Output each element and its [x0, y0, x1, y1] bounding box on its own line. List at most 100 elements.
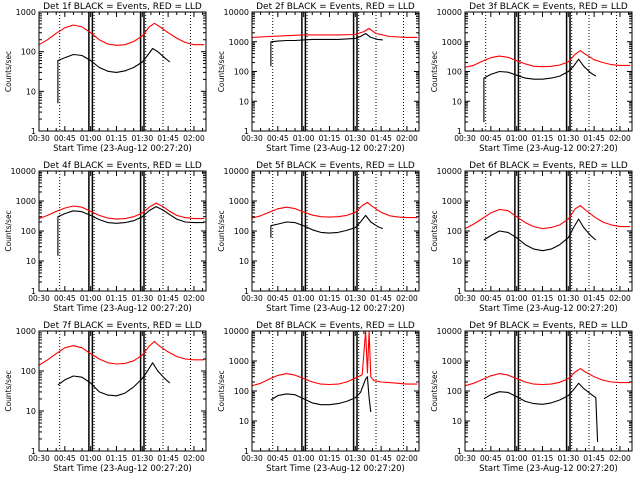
data-area [465, 368, 631, 443]
series-events-line [57, 362, 171, 397]
x-tick-label: 01:30 [344, 454, 366, 463]
x-tick-label: 00:45 [480, 134, 502, 143]
x-tick-label: 00:30 [28, 134, 50, 143]
x-tick-label: 02:00 [396, 294, 418, 303]
x-axis-label: Start Time (23-Aug-12 00:27:20) [479, 464, 618, 474]
series-events-line [270, 376, 372, 413]
series-events-line [483, 218, 597, 252]
y-tick-label: 1000 [229, 357, 249, 366]
x-tick-label: 01:15 [532, 454, 554, 463]
y-axis-label: Counts/sec [4, 210, 13, 251]
series-events-line [270, 214, 384, 238]
plot-frame [38, 170, 207, 292]
x-tick-label: 01:30 [131, 294, 153, 303]
x-tick-label: 01:30 [131, 134, 153, 143]
data-area [252, 27, 418, 67]
x-tick-label: 01:30 [344, 134, 366, 143]
x-axis-label: Start Time (23-Aug-12 00:27:20) [53, 144, 192, 154]
x-tick-label: 00:30 [241, 134, 263, 143]
x-tick-label: 00:30 [241, 454, 263, 463]
data-area [39, 340, 205, 397]
x-axis-label: Start Time (23-Aug-12 00:27:20) [53, 304, 192, 314]
y-tick-label: 10000 [437, 167, 462, 176]
y-tick-label: 1000 [229, 197, 249, 206]
y-tick-label: 1000 [442, 38, 462, 47]
x-tick-label: 01:30 [557, 454, 579, 463]
x-tick-label: 01:30 [557, 294, 579, 303]
x-tick-label: 02:00 [609, 454, 631, 463]
x-tick-label: 00:30 [454, 134, 476, 143]
x-tick-label: 00:45 [480, 454, 502, 463]
x-axis-label: Start Time (23-Aug-12 00:27:20) [266, 304, 405, 314]
plot-panel: 1 10 100 1000 10000 00:30 00:45 01:00 01:15 01:30… [430, 321, 633, 474]
x-tick-label: 01:30 [557, 134, 579, 143]
x-tick-label: 01:45 [157, 454, 179, 463]
plot-title: Det 9f BLACK = Events, RED = LLD [469, 321, 628, 331]
y-axis-label: Counts/sec [217, 210, 226, 251]
plot-panel: 1 10 100 1000 10000 00:30 00:45 01:00 01:15 01:30… [430, 2, 633, 154]
plot-frame [251, 330, 420, 452]
plot-frame [251, 11, 420, 132]
x-tick-label: 02:00 [396, 134, 418, 143]
y-tick-label: 10000 [224, 8, 249, 17]
y-axis-label: Counts/sec [430, 51, 439, 92]
x-tick-label: 01:00 [80, 294, 102, 303]
y-tick-label: 1 [457, 127, 462, 136]
y-tick-label: 100 [21, 227, 36, 236]
x-tick-label: 01:45 [157, 134, 179, 143]
x-tick-label: 00:30 [28, 294, 50, 303]
x-tick-label: 01:45 [583, 454, 605, 463]
y-axis-label: Counts/sec [430, 210, 439, 251]
x-tick-label: 01:15 [106, 454, 128, 463]
plot-panel: 1 10 100 1000 10000 00:30 00:45 01:00 01:15 01:30… [217, 2, 420, 154]
plot-title: Det 6f BLACK = Events, RED = LLD [469, 161, 628, 171]
plot-panel: 1 10 100 1000 10000 00:30 00:45 01:00 01:15 01:30… [430, 161, 633, 314]
plot-frame [464, 170, 633, 292]
x-tick-label: 01:45 [370, 454, 392, 463]
y-tick-label: 100 [21, 48, 36, 57]
y-axis-label: Counts/sec [4, 51, 13, 92]
data-area [252, 331, 418, 413]
y-tick-label: 10 [239, 257, 249, 266]
y-tick-label: 1 [31, 127, 36, 136]
x-tick-label: 00:30 [454, 294, 476, 303]
x-axis-label: Start Time (23-Aug-12 00:27:20) [53, 464, 192, 474]
plot-frame [38, 330, 207, 452]
y-tick-label: 100 [447, 68, 462, 77]
y-tick-label: 1000 [442, 197, 462, 206]
data-area [252, 201, 418, 238]
series-lld-line [465, 205, 631, 230]
y-axis-label: Counts/sec [217, 51, 226, 92]
x-tick-label: 01:30 [131, 454, 153, 463]
x-tick-label: 00:45 [54, 294, 76, 303]
y-axis-label: Counts/sec [217, 370, 226, 411]
y-tick-label: 100 [447, 387, 462, 396]
series-lld-line [39, 340, 205, 366]
x-tick-label: 00:45 [54, 134, 76, 143]
y-tick-label: 10000 [224, 167, 249, 176]
y-tick-label: 10000 [437, 327, 462, 336]
x-tick-label: 01:15 [106, 134, 128, 143]
x-axis-label: Start Time (23-Aug-12 00:27:20) [266, 464, 405, 474]
plot-frame [251, 170, 420, 292]
x-tick-label: 01:15 [106, 294, 128, 303]
x-tick-label: 01:15 [532, 134, 554, 143]
x-tick-label: 01:00 [506, 454, 528, 463]
x-tick-label: 01:45 [157, 294, 179, 303]
x-tick-label: 02:00 [183, 454, 205, 463]
x-tick-label: 00:30 [241, 294, 263, 303]
x-tick-label: 02:00 [396, 454, 418, 463]
plot-title: Det 7f BLACK = Events, RED = LLD [43, 321, 202, 331]
y-tick-label: 100 [234, 227, 249, 236]
x-tick-label: 01:00 [506, 134, 528, 143]
y-axis-label: Counts/sec [430, 370, 439, 411]
x-tick-label: 02:00 [609, 294, 631, 303]
y-tick-label: 1000 [229, 38, 249, 47]
plot-frame [464, 11, 633, 132]
y-tick-label: 1000 [16, 327, 36, 336]
plot-title: Det 1f BLACK = Events, RED = LLD [43, 2, 202, 12]
x-tick-label: 01:00 [293, 454, 315, 463]
x-tick-label: 01:15 [319, 294, 341, 303]
